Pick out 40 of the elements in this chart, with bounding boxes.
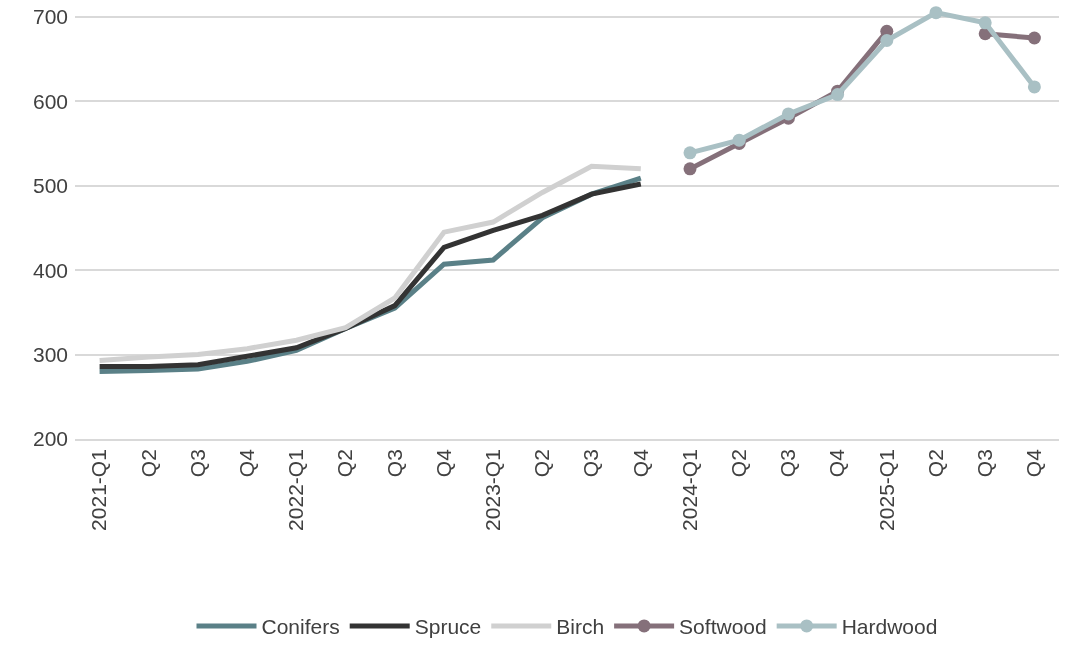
point [880,34,894,48]
x-tick-label: Q3 [776,449,800,478]
x-tick-label: Q4 [1022,448,1046,478]
y-tick-label: 500 [32,174,68,198]
legend-label: Softwood [679,615,767,639]
x-tick-label: Q2 [727,449,751,478]
x-tick-label: Q2 [923,449,947,478]
x-tick-label: Q2 [333,449,357,478]
y-tick-label: 300 [32,342,68,366]
x-tick-label: Q3 [185,449,209,478]
x-tick-label: Q3 [579,449,603,478]
x-tick-label: 2022-Q1 [284,449,308,531]
point [978,16,992,30]
legend-label: Birch [556,615,605,639]
point [1027,80,1041,94]
x-tick-label: Q2 [530,449,554,478]
y-tick-label: 600 [32,89,68,113]
y-tick-label: 700 [32,5,68,29]
x-tick-label: Q4 [825,448,849,478]
x-tick-label: Q4 [431,448,455,478]
point [929,6,943,20]
legend-label: Hardwood [841,615,938,639]
legend-label: Conifers [261,615,340,639]
point [732,133,746,147]
x-tick-label: 2021-Q1 [87,449,111,531]
point [831,88,845,102]
y-tick-label: 400 [32,258,68,282]
point [781,107,795,121]
x-tick-label: Q2 [136,449,160,478]
x-tick-label: 2025-Q1 [874,449,898,531]
x-tick-label: 2024-Q1 [677,449,701,531]
x-tick-label: Q4 [628,448,652,478]
y-tick-label: 200 [32,427,68,451]
point [683,146,697,160]
legend-label: Spruce [414,615,482,639]
x-tick-label: Q3 [382,449,406,478]
x-tick-label: Q4 [235,448,259,478]
x-tick-label: Q3 [973,449,997,478]
point [683,162,697,176]
x-tick-label: 2023-Q1 [481,449,505,531]
